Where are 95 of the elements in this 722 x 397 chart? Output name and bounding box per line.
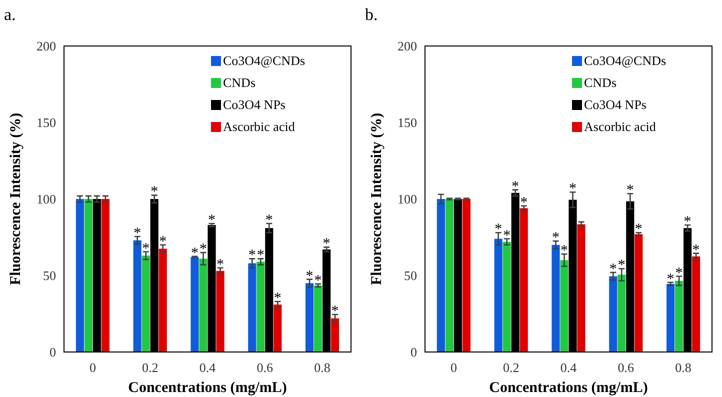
bar [502, 242, 511, 352]
annotation: * [609, 261, 617, 278]
annotation: * [208, 212, 216, 228]
annotation: * [503, 228, 511, 244]
annotation: * [200, 242, 207, 258]
y-tick-label: 0 [410, 344, 417, 360]
annotation: * [552, 230, 560, 246]
annotation: * [265, 212, 273, 228]
bar [158, 248, 167, 352]
x-tick-label: 0.8 [675, 360, 692, 375]
legend-label: Ascorbic acid [223, 119, 296, 134]
y-tick-label: 100 [36, 192, 56, 207]
legend-label: CNDs [584, 75, 617, 90]
bar [274, 304, 282, 352]
chart-title: b. [365, 5, 378, 24]
bar [560, 260, 568, 352]
annotation: * [159, 234, 167, 250]
bar [101, 199, 110, 352]
annotation: * [306, 268, 314, 284]
x-tick-label: 0.2 [502, 360, 520, 375]
bar [552, 244, 560, 352]
bar [692, 256, 700, 352]
bar [462, 199, 470, 352]
annotation: * [684, 214, 692, 230]
annotation: * [618, 258, 626, 274]
y-tick-label: 150 [398, 115, 417, 130]
bar [520, 208, 528, 352]
annotation: * [675, 265, 683, 282]
bar [256, 262, 265, 352]
bar [76, 199, 84, 352]
bar [84, 199, 92, 352]
annotation: * [216, 256, 224, 273]
bar [216, 270, 224, 352]
annotation: * [274, 290, 282, 307]
annotation: * [331, 304, 339, 320]
bar [618, 274, 626, 352]
annotation: * [512, 178, 520, 195]
bar [314, 285, 322, 352]
y-tick-label: 200 [36, 38, 56, 54]
annotation: * [560, 243, 568, 260]
x-tick-label: 0.4 [560, 360, 578, 375]
bar [306, 283, 314, 352]
annotation: * [666, 271, 674, 288]
x-tick-label: 0.6 [256, 360, 274, 375]
bar [142, 256, 150, 352]
y-axis-title: Fluorescence Intensity (%) [8, 112, 24, 286]
x-tick-label: 0.6 [618, 360, 635, 375]
y-tick-label: 50 [43, 268, 56, 284]
x-axis-title: Concentrations (mg/mL) [489, 380, 648, 396]
x-tick-label: 0 [89, 360, 96, 375]
annotation: * [626, 182, 634, 199]
annotation: * [142, 240, 150, 257]
y-tick-label: 200 [398, 38, 417, 54]
x-axis-title: Concentrations (mg/mL) [128, 380, 287, 396]
annotation: * [134, 225, 142, 242]
annotation: * [248, 248, 256, 264]
annotation: * [256, 248, 264, 264]
legend-label: Co3O4 NPs [223, 97, 286, 112]
bar [494, 238, 502, 352]
x-tick-label: 0.2 [142, 360, 158, 375]
x-tick-label: 0.8 [314, 360, 330, 375]
annotation: * [494, 222, 502, 238]
chart-title: a. [4, 5, 16, 24]
legend-label: Co3O4@CNDs [223, 53, 306, 68]
y-tick-label: 0 [50, 344, 56, 360]
y-tick-label: 100 [398, 192, 417, 207]
annotation: * [692, 242, 700, 258]
bar [331, 318, 340, 352]
x-tick-label: 0.4 [199, 360, 216, 375]
bar [133, 240, 142, 352]
annotation: * [314, 272, 322, 289]
legend-label: Co3O4 NPs [584, 97, 646, 112]
annotation: * [150, 184, 158, 200]
bar [675, 280, 684, 352]
annotation: * [634, 222, 642, 238]
bar [436, 199, 445, 352]
legend-label: Co3O4@CNDs [584, 53, 666, 68]
bar [445, 199, 454, 352]
bar [634, 234, 643, 352]
bar [666, 284, 675, 352]
x-tick-label: 0 [450, 360, 457, 375]
bar [199, 258, 208, 352]
bar [190, 257, 199, 352]
y-axis-title: Fluorescence Intensity (%) [369, 112, 385, 286]
bar [609, 276, 618, 352]
y-tick-label: 50 [404, 268, 417, 284]
annotation: * [520, 194, 528, 211]
annotation: * [190, 245, 198, 262]
annotation: * [322, 236, 330, 252]
y-tick-label: 150 [36, 115, 56, 130]
annotation: * [569, 181, 576, 198]
bar [248, 263, 256, 352]
legend-label: CNDs [223, 75, 256, 90]
legend-label: Ascorbic acid [584, 119, 656, 134]
bar [577, 224, 586, 352]
